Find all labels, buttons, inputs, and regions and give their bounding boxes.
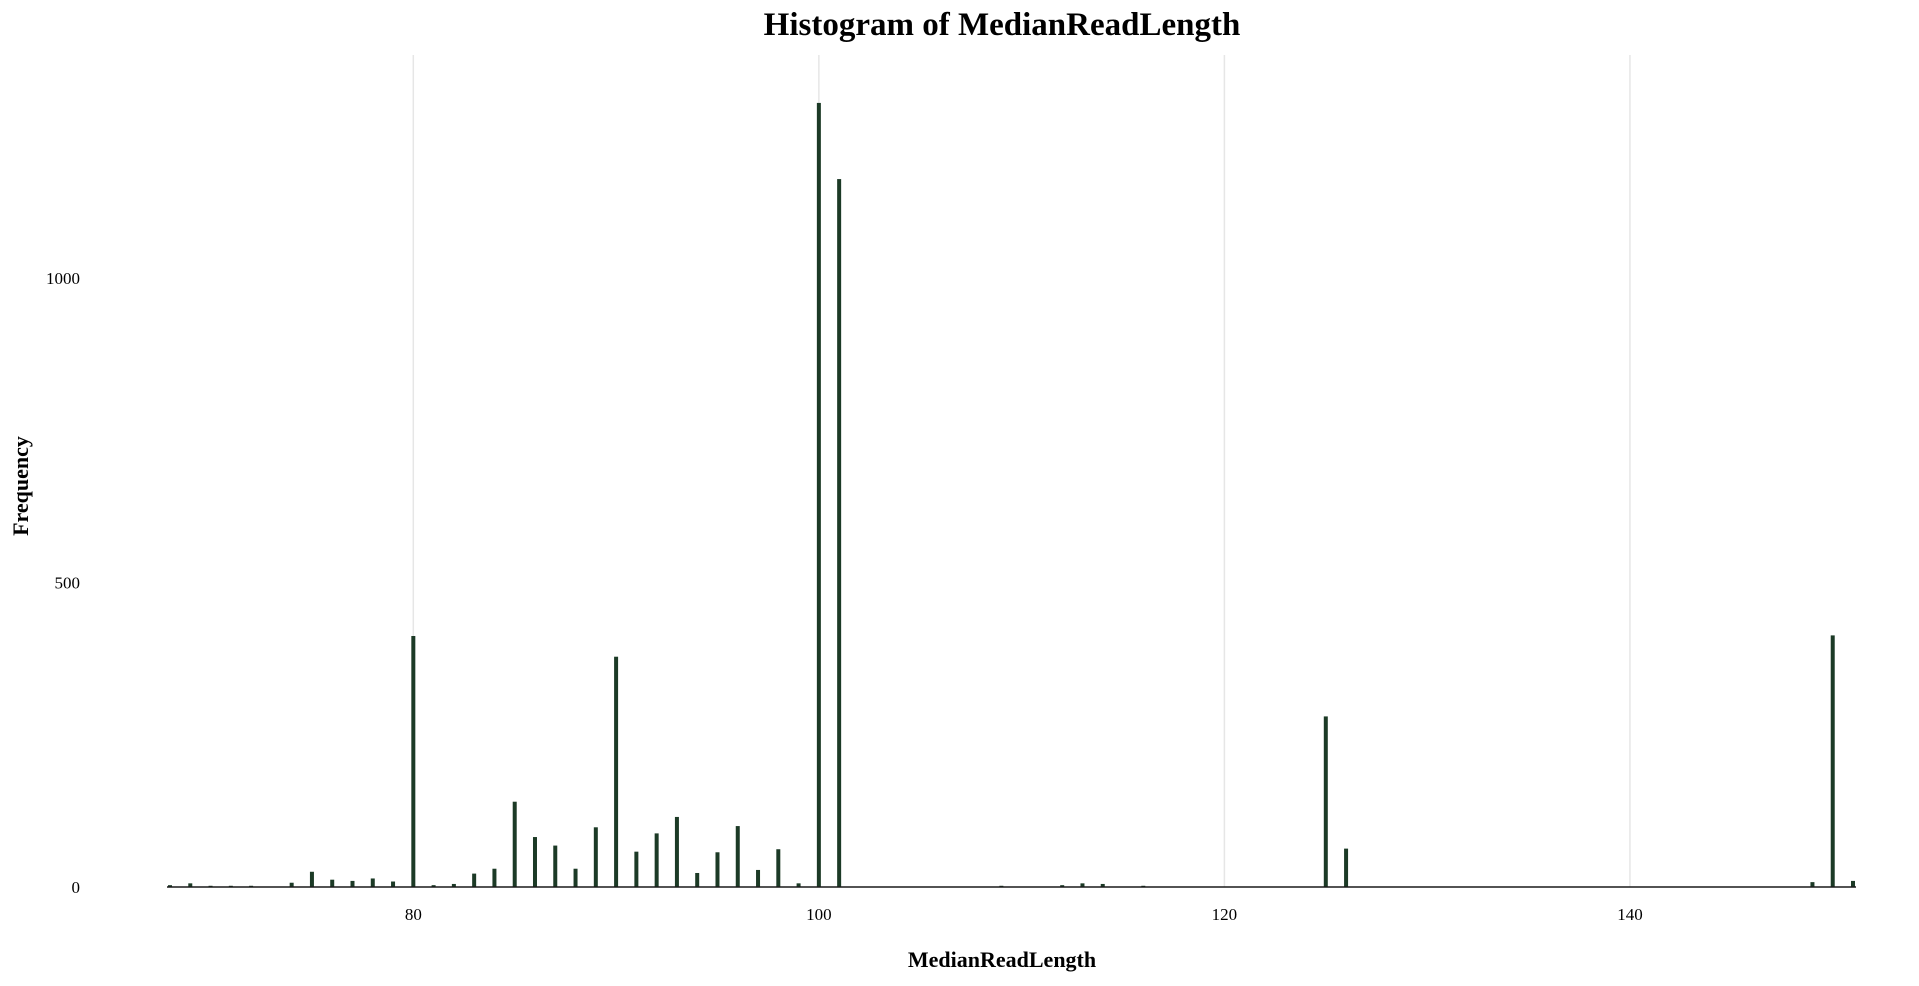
y-axis-title: Frequency: [8, 436, 33, 536]
bar-99: [796, 883, 801, 887]
bar-98: [776, 849, 781, 887]
x-tick-label-100: 100: [806, 905, 832, 924]
x-tick-label-120: 120: [1212, 905, 1238, 924]
bar-78: [370, 878, 375, 887]
bar-81: [431, 885, 436, 887]
bar-100: [816, 102, 821, 888]
bar-101: [837, 179, 842, 887]
bar-88: [573, 868, 578, 887]
bar-95: [715, 852, 720, 887]
x-tick-label-80: 80: [405, 905, 422, 924]
x-tick-label-140: 140: [1617, 905, 1643, 924]
bar-149: [1810, 882, 1815, 887]
chart-title: Histogram of MedianReadLength: [764, 7, 1241, 43]
gridlines: [412, 55, 1631, 887]
bar-85: [512, 801, 517, 887]
bar-126: [1344, 848, 1349, 887]
bar-91: [634, 851, 639, 887]
bar-94: [695, 872, 700, 887]
bar-90: [614, 656, 619, 887]
bar-92: [654, 833, 659, 887]
x-tick-labels: 80 100 120 140: [405, 905, 1643, 924]
bar-86: [532, 837, 537, 887]
y-tick-label-0: 0: [72, 878, 81, 897]
bar-150: [1830, 635, 1835, 887]
bar-80: [411, 635, 416, 887]
bar-83: [472, 873, 477, 887]
bar-113: [1080, 883, 1085, 887]
bar-125: [1323, 716, 1328, 887]
y-tick-label-1000: 1000: [46, 269, 80, 288]
bar-74: [289, 882, 294, 887]
bar-112: [1060, 885, 1065, 887]
bar-96: [735, 826, 740, 887]
bar-84: [492, 868, 497, 887]
bar-89: [593, 827, 598, 887]
bar-79: [391, 881, 396, 887]
bars: [168, 102, 1855, 888]
y-tick-label-500: 500: [55, 573, 81, 592]
y-tick-labels: 0 500 1000: [46, 269, 80, 897]
x-axis-title: MedianReadLength: [908, 947, 1096, 972]
bar-151: [1851, 880, 1855, 887]
bar-93: [674, 816, 679, 887]
bar-97: [756, 869, 761, 887]
bar-82: [451, 883, 456, 887]
bar-69: [188, 883, 193, 887]
bar-68: [168, 885, 172, 887]
bar-76: [330, 879, 335, 887]
bar-75: [309, 871, 314, 887]
bar-77: [350, 880, 355, 887]
bar-87: [553, 845, 558, 887]
bar-114: [1100, 883, 1105, 887]
